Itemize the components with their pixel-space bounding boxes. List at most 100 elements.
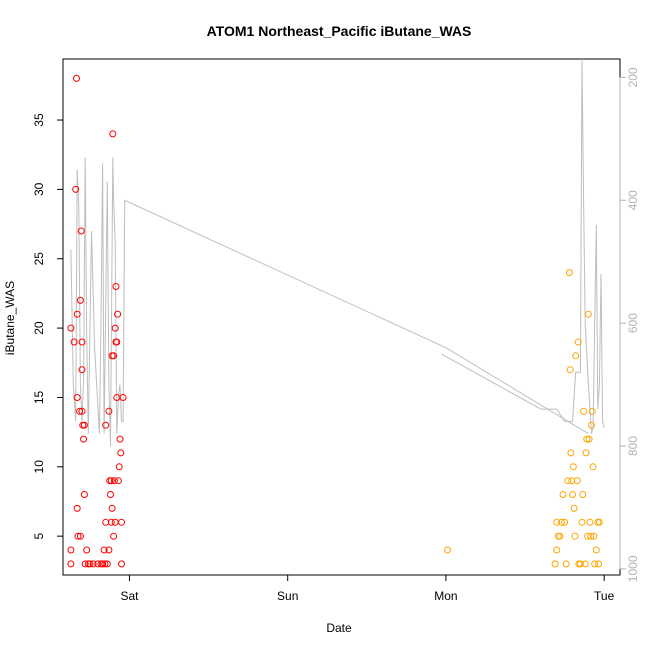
- data-point: [94, 560, 102, 568]
- data-point: [579, 491, 587, 498]
- y2-tick-label: 600: [626, 313, 640, 333]
- data-point: [67, 324, 75, 332]
- data-point: [559, 491, 567, 498]
- data-point: [586, 518, 594, 526]
- altitude-line-segment: [70, 157, 589, 447]
- data-point: [580, 407, 588, 415]
- data-point: [73, 394, 81, 401]
- data-point: [81, 560, 89, 568]
- data-point: [570, 504, 578, 512]
- data-point: [119, 394, 127, 401]
- data-point: [114, 310, 122, 318]
- y2-tick-label: 200: [626, 67, 640, 87]
- data-point: [553, 546, 561, 554]
- data-point: [583, 435, 591, 443]
- data-point: [101, 560, 109, 568]
- y2-tick-label: 800: [626, 436, 640, 456]
- data-point: [551, 560, 559, 568]
- data-point: [576, 560, 584, 568]
- y2-axis: 200 400 600 800 1000: [619, 67, 640, 582]
- data-point: [564, 477, 572, 485]
- data-point: [566, 366, 574, 374]
- data-point: [73, 74, 80, 82]
- data-point: [567, 449, 575, 457]
- data-point: [113, 338, 121, 346]
- data-point: [78, 366, 86, 374]
- data-point: [584, 310, 592, 318]
- data-point: [103, 560, 111, 568]
- data-point: [73, 504, 81, 512]
- data-point: [573, 477, 581, 485]
- data-point: [105, 407, 113, 415]
- data-point: [581, 560, 589, 568]
- data-point: [569, 463, 577, 471]
- data-point: [110, 532, 118, 540]
- data-point: [76, 407, 84, 415]
- x-tick-label: Mon: [434, 589, 457, 603]
- data-point: [107, 477, 115, 485]
- data-point: [76, 532, 84, 540]
- data-point: [74, 532, 82, 540]
- data-point: [116, 435, 124, 443]
- data-point: [588, 421, 595, 429]
- data-point: [70, 338, 78, 346]
- data-point: [588, 407, 596, 415]
- data-point: [444, 546, 451, 554]
- y-axis: 5 10 15 20 25 30 35: [32, 113, 64, 540]
- data-point: [572, 352, 580, 360]
- data-point: [569, 491, 576, 498]
- y-tick-label: 30: [32, 182, 46, 196]
- data-point: [76, 296, 84, 304]
- data-point: [72, 185, 80, 193]
- y-tick-label: 5: [32, 533, 46, 540]
- data-point: [80, 421, 88, 429]
- data-point: [112, 283, 120, 290]
- chart-title: ATOM1 Northeast_Pacific iButane_WAS: [207, 23, 472, 39]
- plot-frame: [62, 58, 621, 576]
- data-point: [110, 352, 118, 360]
- data-point: [80, 435, 88, 443]
- data-point: [571, 532, 579, 540]
- data-point: [86, 560, 94, 568]
- data-point: [105, 546, 113, 554]
- x-axis: Sat Sun Mon Tue: [120, 574, 615, 603]
- data-point: [67, 560, 75, 568]
- data-point: [556, 532, 564, 540]
- data-point: [587, 532, 595, 540]
- data-point: [111, 324, 119, 332]
- data-point: [553, 518, 561, 526]
- x-tick-label: Sat: [120, 589, 139, 603]
- data-point: [102, 518, 110, 526]
- data-point: [109, 130, 117, 138]
- data-point: [102, 421, 110, 429]
- data-point: [83, 546, 91, 554]
- y2-tick-label: 1000: [626, 555, 640, 582]
- altitude-line-segment: [440, 58, 605, 434]
- x-tick-label: Sun: [277, 589, 298, 603]
- data-point: [73, 310, 81, 318]
- data-point: [100, 546, 108, 554]
- data-point: [108, 504, 116, 512]
- data-point: [562, 560, 570, 568]
- data-point: [107, 518, 115, 526]
- data-point: [561, 518, 569, 526]
- data-point: [89, 560, 97, 568]
- data-point: [558, 518, 565, 526]
- y-tick-label: 15: [32, 390, 46, 404]
- data-point: [107, 491, 114, 498]
- data-point: [111, 518, 119, 526]
- data-point: [117, 449, 125, 457]
- points-layer: [67, 74, 603, 568]
- data-point: [590, 532, 598, 540]
- data-point: [592, 546, 600, 554]
- y-tick-label: 20: [32, 321, 46, 335]
- y-tick-label: 35: [32, 113, 46, 127]
- data-point: [565, 269, 573, 277]
- data-point: [78, 407, 86, 415]
- data-point: [585, 435, 593, 443]
- altitude-line-layer: [70, 58, 605, 447]
- data-point: [589, 463, 597, 471]
- data-point: [595, 518, 603, 526]
- y-tick-label: 25: [32, 252, 46, 266]
